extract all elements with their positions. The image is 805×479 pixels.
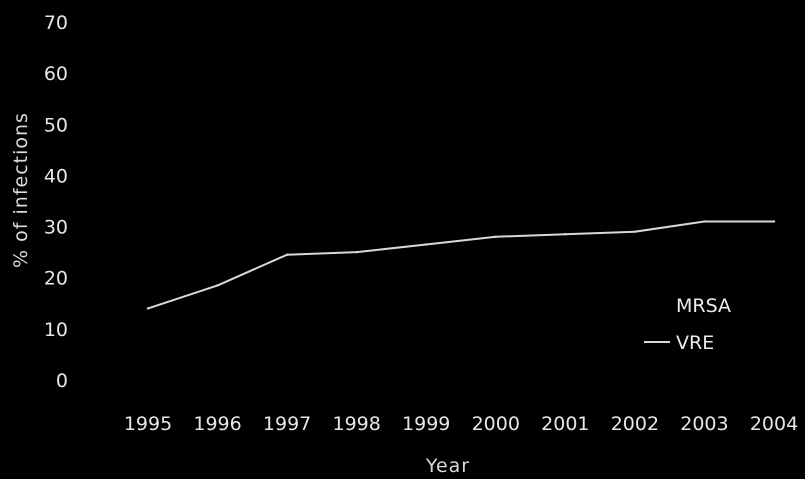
y-tick-label: 60 xyxy=(44,63,68,85)
series-point xyxy=(703,220,706,223)
y-tick-label: 50 xyxy=(44,114,68,136)
y-tick-label: 30 xyxy=(44,217,68,239)
y-tick-label: 20 xyxy=(44,268,68,290)
series-point xyxy=(772,220,776,223)
x-tick-label: 2003 xyxy=(680,413,728,435)
x-tick-label: 2002 xyxy=(611,413,659,435)
y-tick-label: 70 xyxy=(44,12,68,34)
x-tick-label: 1995 xyxy=(124,413,172,435)
series-point xyxy=(494,235,497,238)
y-tick-label: 40 xyxy=(44,165,68,187)
y-tick-label: 10 xyxy=(44,319,68,341)
x-axis-title: Year xyxy=(425,455,470,477)
x-tick-label: 1998 xyxy=(332,413,380,435)
x-axis-ticks: 1995 1996 1997 1998 1999 2000 2001 2002 2003 2004 xyxy=(124,413,798,435)
x-tick-label: 1997 xyxy=(263,413,311,435)
legend-label: MRSA xyxy=(676,295,731,317)
x-tick-label: 1999 xyxy=(402,413,450,435)
series-point xyxy=(216,284,219,287)
x-tick-label: 2000 xyxy=(472,413,520,435)
y-tick-label: 0 xyxy=(56,370,68,392)
series-point xyxy=(564,233,567,236)
series-layer xyxy=(146,220,776,310)
x-tick-label: 2004 xyxy=(750,413,798,435)
y-axis-ticks: 0 10 20 30 40 50 60 70 xyxy=(44,12,68,392)
series-point xyxy=(355,250,358,254)
legend-label: VRE xyxy=(676,332,714,354)
series-point xyxy=(285,253,289,256)
y-axis-title: % of infections xyxy=(10,112,32,268)
series-point xyxy=(425,243,428,246)
legend: MRSA VRE xyxy=(644,295,731,354)
series-point xyxy=(146,307,150,310)
series-line-vre xyxy=(147,220,775,310)
x-tick-label: 2001 xyxy=(541,413,589,435)
series-point xyxy=(633,230,637,233)
x-tick-label: 1996 xyxy=(193,413,241,435)
